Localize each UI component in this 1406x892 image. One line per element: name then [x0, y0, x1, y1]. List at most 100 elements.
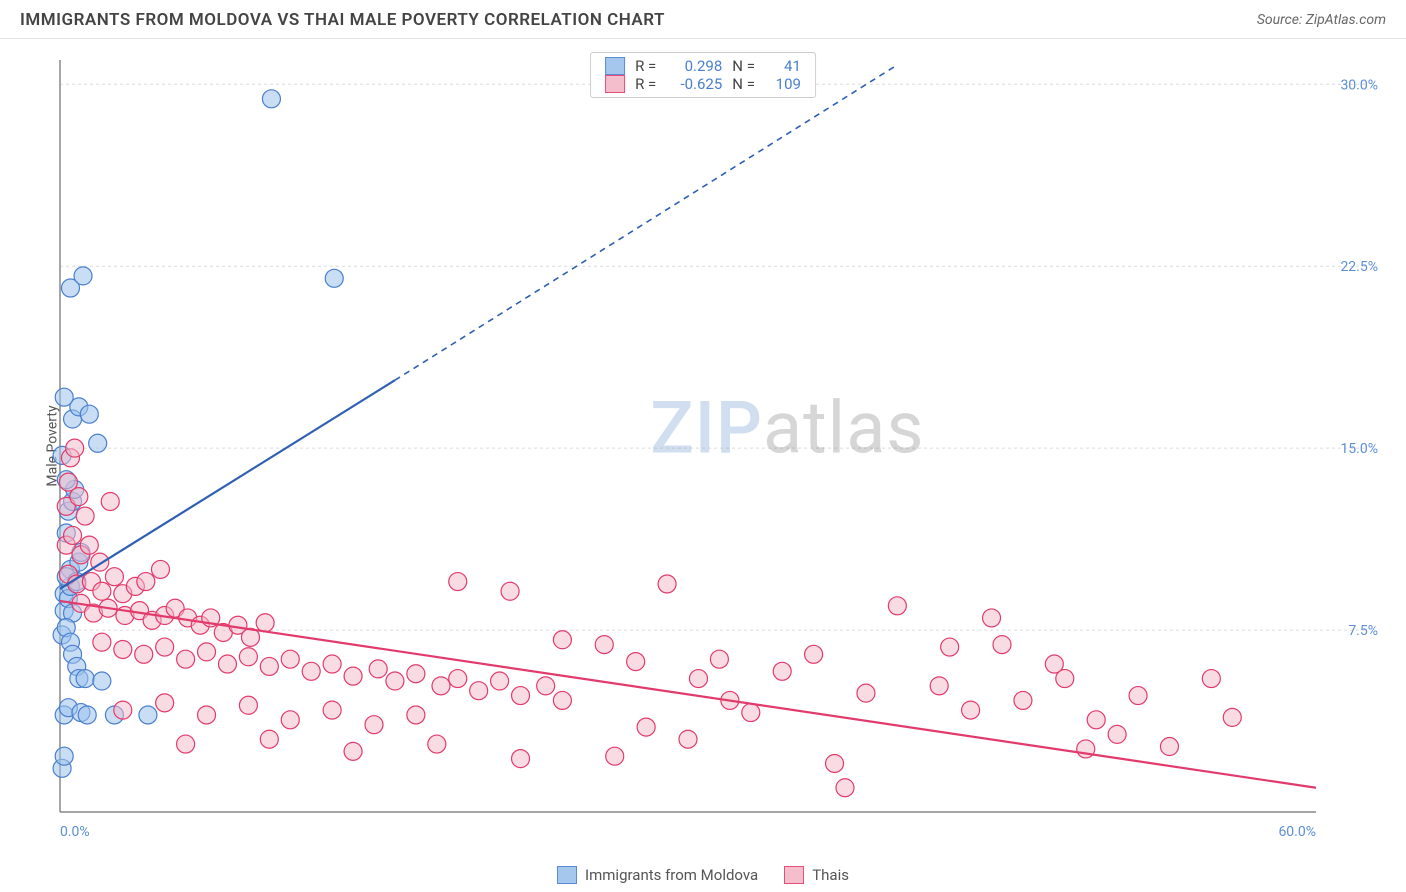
- legend-n-label: N =: [732, 57, 755, 75]
- legend-row-thais: R =-0.625N =109: [605, 75, 801, 93]
- legend-r-label: R =: [635, 75, 656, 93]
- legend-n-value: 109: [765, 75, 801, 93]
- bottom-legend-label: Immigrants from Moldova: [585, 866, 758, 884]
- thais-point: [386, 672, 404, 690]
- thais-point: [239, 696, 257, 714]
- thais-point: [70, 488, 88, 506]
- bottom-legend-swatch-moldova: [557, 866, 577, 884]
- thais-point: [1014, 691, 1032, 709]
- thais-point: [407, 665, 425, 683]
- thais-point: [177, 650, 195, 668]
- thais-point: [1202, 670, 1220, 688]
- y-tick-label: 30.0%: [1340, 77, 1378, 93]
- thais-point: [805, 645, 823, 663]
- moldova-point: [93, 672, 111, 690]
- thais-point: [595, 636, 613, 654]
- thais-point: [637, 718, 655, 736]
- thais-point: [826, 754, 844, 772]
- bottom-legend-item-moldova: Immigrants from Moldova: [557, 866, 758, 884]
- correlation-legend: R =0.298N =41R =-0.625N =109: [590, 52, 816, 98]
- thais-point: [302, 662, 320, 680]
- legend-swatch-moldova: [605, 57, 625, 75]
- thais-point: [710, 650, 728, 668]
- thais-point: [773, 662, 791, 680]
- thais-point: [836, 779, 854, 797]
- thais-point: [1160, 738, 1178, 756]
- x-tick-label: 0.0%: [60, 824, 90, 840]
- thais-point: [449, 573, 467, 591]
- thais-point: [135, 645, 153, 663]
- thais-point: [101, 492, 119, 510]
- thais-point: [470, 682, 488, 700]
- moldova-point: [78, 706, 96, 724]
- thais-point: [281, 711, 299, 729]
- chart-source: Source: ZipAtlas.com: [1257, 12, 1386, 28]
- thais-point: [742, 704, 760, 722]
- thais-point: [177, 735, 195, 753]
- thais-point: [114, 640, 132, 658]
- thais-point: [627, 653, 645, 671]
- thais-point: [344, 742, 362, 760]
- thais-point: [689, 670, 707, 688]
- thais-point: [64, 526, 82, 544]
- thais-point: [80, 536, 98, 554]
- thais-point: [218, 655, 236, 673]
- scatter-plot: 7.5% 15.0% 22.5% 30.0% 0.0% 60.0%: [50, 50, 1386, 842]
- moldova-point: [89, 434, 107, 452]
- moldova-point: [80, 405, 98, 423]
- thais-point: [198, 643, 216, 661]
- thais-point: [606, 747, 624, 765]
- y-tick-label: 22.5%: [1340, 259, 1378, 275]
- thais-point: [962, 701, 980, 719]
- thais-point: [256, 614, 274, 632]
- thais-point: [983, 609, 1001, 627]
- moldova-point: [325, 269, 343, 287]
- thais-point: [114, 701, 132, 719]
- thais-point: [93, 633, 111, 651]
- thais-point: [1108, 725, 1126, 743]
- thais-point: [156, 638, 174, 656]
- thais-point: [198, 706, 216, 724]
- thais-point: [553, 691, 571, 709]
- legend-r-label: R =: [635, 57, 656, 75]
- thais-point: [941, 638, 959, 656]
- thais-point: [407, 706, 425, 724]
- thais-point: [679, 730, 697, 748]
- thais-point: [323, 701, 341, 719]
- thais-point: [930, 677, 948, 695]
- legend-swatch-thais: [605, 75, 625, 93]
- thais-point: [76, 507, 94, 525]
- legend-n-value: 41: [765, 57, 801, 75]
- y-tick-label: 15.0%: [1340, 441, 1378, 457]
- thais-point: [1223, 708, 1241, 726]
- thais-point: [323, 655, 341, 673]
- moldova-point: [74, 267, 92, 285]
- bottom-legend-swatch-thais: [784, 866, 804, 884]
- thais-point: [491, 672, 509, 690]
- thais-point: [369, 660, 387, 678]
- moldova-point: [76, 670, 94, 688]
- y-tick-label: 7.5%: [1348, 623, 1378, 639]
- x-tick-label: 60.0%: [1278, 824, 1316, 840]
- chart-area: 7.5% 15.0% 22.5% 30.0% 0.0% 60.0%: [50, 50, 1386, 842]
- moldova-point: [139, 706, 157, 724]
- thais-point: [512, 687, 530, 705]
- chart-header: IMMIGRANTS FROM MOLDOVA VS THAI MALE POV…: [0, 0, 1406, 39]
- moldova-point: [55, 747, 73, 765]
- bottom-legend-label: Thais: [812, 866, 849, 884]
- thais-point: [105, 568, 123, 586]
- thais-point: [239, 648, 257, 666]
- thais-point: [93, 582, 111, 600]
- thais-point: [428, 735, 446, 753]
- thais-point: [993, 636, 1011, 654]
- legend-r-value: -0.625: [666, 75, 722, 93]
- moldova-point: [55, 388, 73, 406]
- source-label: Source:: [1257, 12, 1302, 28]
- thais-point: [537, 677, 555, 695]
- chart-title: IMMIGRANTS FROM MOLDOVA VS THAI MALE POV…: [20, 10, 665, 30]
- thais-point: [260, 730, 278, 748]
- thais-trend-line: [60, 601, 1316, 788]
- thais-point: [1129, 687, 1147, 705]
- thais-point: [66, 439, 84, 457]
- thais-point: [1056, 670, 1074, 688]
